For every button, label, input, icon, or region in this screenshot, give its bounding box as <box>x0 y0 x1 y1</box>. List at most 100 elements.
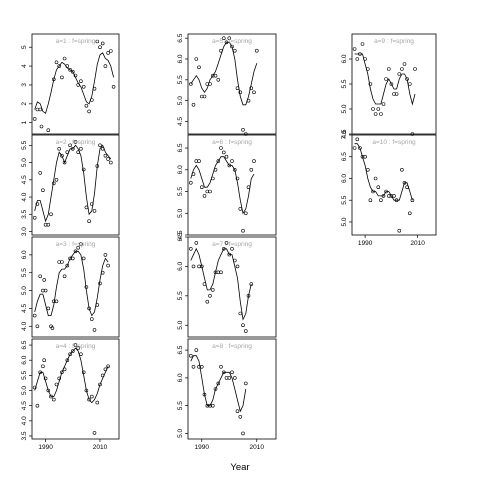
data-point <box>100 147 105 151</box>
data-point <box>254 48 259 53</box>
data-point <box>76 150 80 154</box>
data-point <box>103 253 108 257</box>
fit-line-3 <box>34 250 109 317</box>
data-point <box>90 202 94 206</box>
data-point <box>219 364 223 369</box>
data-point <box>194 159 199 163</box>
data-point <box>413 67 417 71</box>
data-point <box>238 90 243 95</box>
data-point <box>39 124 44 129</box>
data-point <box>194 348 199 352</box>
data-point <box>38 107 43 112</box>
data-point <box>373 112 378 116</box>
data-point <box>219 146 223 150</box>
data-point <box>365 168 370 172</box>
data-point <box>38 274 43 279</box>
data-point <box>244 329 248 333</box>
data-point <box>252 159 256 163</box>
data-point <box>35 403 40 408</box>
data-point <box>106 364 110 369</box>
data-point <box>84 103 89 108</box>
panel-label-9: a=9 : f=spring <box>374 38 414 45</box>
fit-line-2 <box>34 144 112 223</box>
panel-6: a=6 : f=spring 4.5 5.0 5.5 6.0 6.5 <box>177 134 277 240</box>
data-point <box>249 86 254 90</box>
data-point <box>76 83 80 87</box>
data-point <box>73 73 78 78</box>
data-point <box>235 264 240 269</box>
panel-8: a=8 : f=spring 5.0 5.5 6.0 6.5 1990 2010 <box>177 338 277 451</box>
data-point <box>230 159 234 163</box>
data-point <box>32 216 37 220</box>
data-point <box>376 107 381 111</box>
panel-frame-1 <box>31 33 120 135</box>
data-point <box>76 245 80 250</box>
data-point <box>191 103 196 107</box>
data-point <box>73 343 78 347</box>
data-point <box>230 370 234 375</box>
y-tick-label: 5.0 <box>341 217 348 226</box>
panel-label-4: a=4 : f=spring <box>56 343 96 350</box>
data-point <box>230 44 234 49</box>
panel-frame-9 <box>351 33 437 135</box>
data-point <box>371 189 375 194</box>
panel-3: a=3 : f=spring 4.0 4.5 5.0 5.5 6.0 <box>21 236 120 338</box>
y-tick-label: 4.5 <box>21 175 28 184</box>
y-tick-label: 5.5 <box>341 79 348 88</box>
panel-5: a=5 : f=spring 4.5 5.0 5.5 6.0 6.5 <box>177 33 277 136</box>
y-tick-label: 5.0 <box>177 320 184 329</box>
data-point <box>41 364 45 369</box>
data-point <box>376 185 381 189</box>
data-point <box>54 299 59 304</box>
y-tick-label: 3.5 <box>21 209 28 218</box>
fit-line-4 <box>34 347 109 404</box>
y-tick-label: 5.5 <box>341 195 348 204</box>
data-point <box>65 150 70 154</box>
data-point <box>32 385 37 390</box>
y-tick-label: 3.5 <box>21 431 28 440</box>
data-point <box>100 41 105 46</box>
data-point <box>189 82 193 86</box>
panel-label-5: a=5 : f=spring <box>212 38 252 45</box>
x-tick-label: 2010 <box>410 240 425 247</box>
data-point <box>42 358 47 363</box>
data-point <box>106 157 110 161</box>
data-point <box>54 382 59 387</box>
y-tick-label: 5 <box>21 45 28 49</box>
data-point <box>211 288 215 292</box>
y-tick-label: 3 <box>21 83 28 87</box>
data-point <box>363 57 367 61</box>
data-point <box>50 326 55 330</box>
data-point <box>43 288 48 293</box>
data-point <box>189 247 193 251</box>
data-point <box>51 181 56 186</box>
y-tick-label: 4 <box>21 64 28 68</box>
data-point <box>194 57 199 61</box>
data-point <box>79 79 83 83</box>
panels-layer: a=1 : f=spring 1 2 3 4 5 a=2 : f=spring 3.0 3.5 4… <box>21 33 437 451</box>
data-point <box>205 82 210 86</box>
data-point <box>244 381 248 386</box>
data-point <box>84 205 89 210</box>
data-point <box>241 431 245 436</box>
data-point <box>222 247 226 251</box>
panel-label-3: a=3 : f=spring <box>56 241 96 248</box>
data-point <box>219 270 223 275</box>
data-point <box>205 403 210 408</box>
data-point <box>246 185 251 189</box>
data-point <box>244 211 248 216</box>
y-tick-label: 5.5 <box>177 75 184 84</box>
data-point <box>355 57 360 61</box>
data-point <box>392 194 396 198</box>
data-point <box>216 78 221 82</box>
fit-line-9 <box>354 53 416 106</box>
y-tick-label: 4.0 <box>21 192 28 201</box>
data-point <box>241 323 245 328</box>
data-point <box>87 306 91 311</box>
y-tick-label: 4.0 <box>21 321 28 330</box>
data-point <box>200 364 204 369</box>
data-point <box>41 288 45 293</box>
panel-frame-3 <box>31 236 120 338</box>
panel-label-10: a=10 : f=spring <box>372 139 416 146</box>
data-point <box>402 62 407 66</box>
